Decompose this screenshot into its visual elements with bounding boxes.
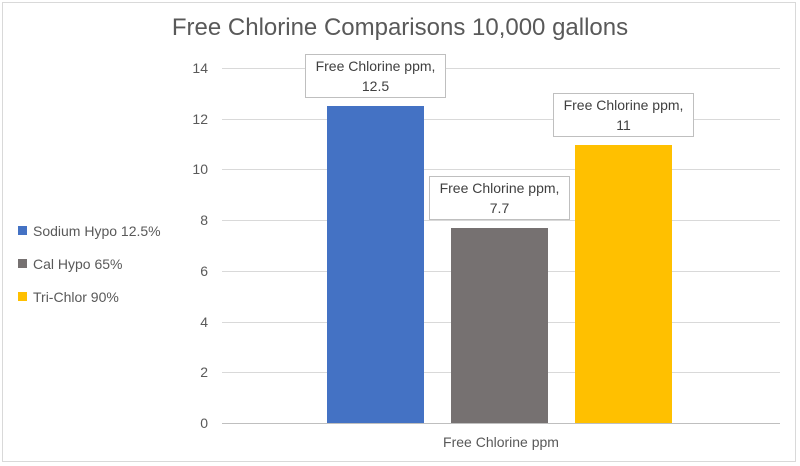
y-tick: 8 [200, 212, 208, 228]
bar-tri-chlor [575, 145, 672, 423]
gridline-14 [222, 68, 780, 69]
data-label-line: Free Chlorine ppm, [563, 97, 684, 113]
data-label-value: 7.7 [489, 200, 510, 216]
legend-label: Sodium Hypo 12.5% [33, 222, 161, 239]
gridline-8 [222, 220, 780, 221]
data-label-cal-hypo: Free Chlorine ppm, 7.7 [429, 176, 570, 220]
legend-item-sodium-hypo: Sodium Hypo 12.5% [18, 214, 161, 247]
legend-swatch-icon [18, 226, 27, 235]
legend: Sodium Hypo 12.5% Cal Hypo 65% Tri-Chlor… [18, 214, 161, 313]
bar-cal-hypo [451, 228, 548, 423]
legend-swatch-icon [18, 259, 27, 268]
y-tick: 4 [200, 314, 208, 330]
legend-item-tri-chlor: Tri-Chlor 90% [18, 280, 161, 313]
chart-title: Free Chlorine Comparisons 10,000 gallons [171, 14, 629, 41]
y-tick: 14 [192, 60, 208, 76]
data-label-value: 12.5 [361, 78, 390, 94]
legend-swatch-icon [18, 292, 27, 301]
legend-label: Cal Hypo 65% [33, 255, 123, 272]
data-label-line: Free Chlorine ppm, [315, 58, 436, 74]
y-tick: 0 [200, 415, 208, 431]
x-axis-line [222, 423, 780, 424]
legend-label: Tri-Chlor 90% [33, 288, 119, 305]
data-label-tri-chlor: Free Chlorine ppm, 11 [553, 93, 694, 137]
chart-frame [2, 2, 796, 462]
y-tick: 6 [200, 263, 208, 279]
y-tick: 10 [192, 161, 208, 177]
bar-sodium-hypo [327, 106, 424, 423]
x-category-label: Free Chlorine ppm [443, 434, 559, 450]
data-label-line: Free Chlorine ppm, [439, 180, 560, 196]
y-tick: 12 [192, 111, 208, 127]
legend-item-cal-hypo: Cal Hypo 65% [18, 247, 161, 280]
y-tick: 2 [200, 364, 208, 380]
data-label-sodium-hypo: Free Chlorine ppm, 12.5 [305, 54, 446, 98]
gridline-10 [222, 169, 780, 170]
data-label-value: 11 [616, 117, 631, 133]
gridline-12 [222, 119, 780, 120]
